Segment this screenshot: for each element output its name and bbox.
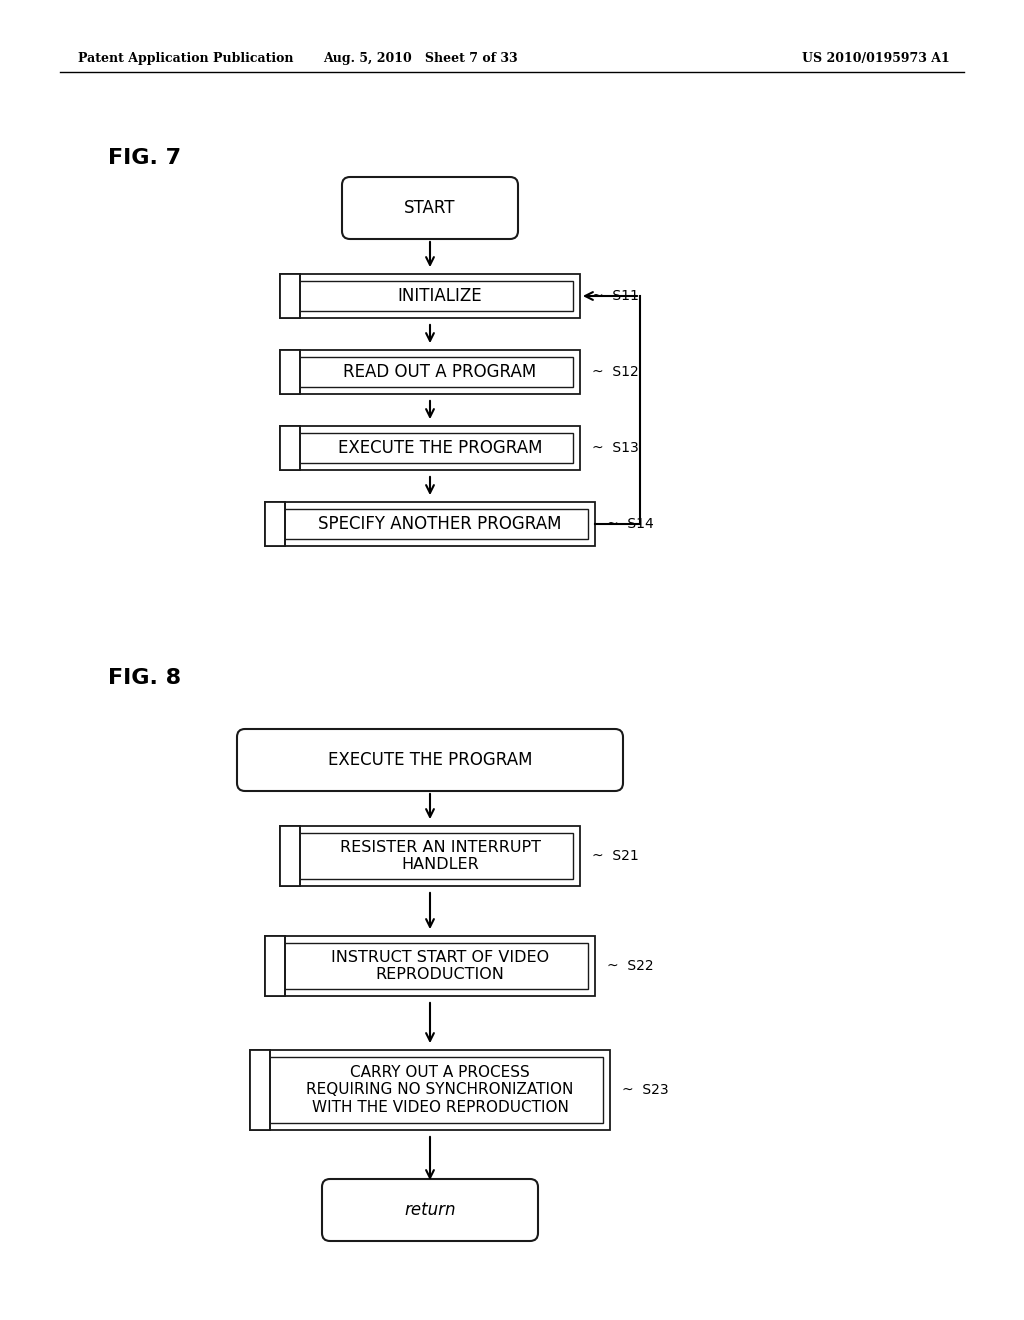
Text: ~  S22: ~ S22 bbox=[607, 960, 653, 973]
Bar bbox=[265, 502, 595, 546]
Text: ~  S14: ~ S14 bbox=[607, 517, 653, 531]
Text: FIG. 7: FIG. 7 bbox=[108, 148, 181, 168]
Bar bbox=[265, 936, 285, 997]
Text: START: START bbox=[404, 199, 456, 216]
Text: ~  S11: ~ S11 bbox=[592, 289, 639, 304]
Text: INSTRUCT START OF VIDEO
REPRODUCTION: INSTRUCT START OF VIDEO REPRODUCTION bbox=[331, 950, 549, 982]
Bar bbox=[287, 281, 573, 312]
Text: EXECUTE THE PROGRAM: EXECUTE THE PROGRAM bbox=[338, 440, 543, 457]
Bar bbox=[257, 1057, 603, 1123]
Text: ~  S13: ~ S13 bbox=[592, 441, 639, 455]
Text: ~  S12: ~ S12 bbox=[592, 366, 639, 379]
Bar bbox=[280, 826, 300, 886]
FancyBboxPatch shape bbox=[342, 177, 518, 239]
Text: CARRY OUT A PROCESS
REQUIRING NO SYNCHRONIZATION
WITH THE VIDEO REPRODUCTION: CARRY OUT A PROCESS REQUIRING NO SYNCHRO… bbox=[306, 1065, 573, 1115]
Bar bbox=[280, 826, 580, 886]
Bar bbox=[250, 1049, 610, 1130]
Text: ~  S21: ~ S21 bbox=[592, 849, 639, 863]
Bar bbox=[265, 936, 595, 997]
Bar bbox=[280, 275, 300, 318]
Bar bbox=[280, 426, 580, 470]
Text: Aug. 5, 2010   Sheet 7 of 33: Aug. 5, 2010 Sheet 7 of 33 bbox=[323, 51, 517, 65]
Bar bbox=[280, 426, 300, 470]
Bar bbox=[287, 433, 573, 463]
Bar bbox=[272, 510, 588, 539]
FancyBboxPatch shape bbox=[237, 729, 623, 791]
Text: ~  S23: ~ S23 bbox=[622, 1082, 669, 1097]
Bar bbox=[287, 356, 573, 387]
Text: FIG. 8: FIG. 8 bbox=[108, 668, 181, 688]
Text: SPECIFY ANOTHER PROGRAM: SPECIFY ANOTHER PROGRAM bbox=[318, 515, 562, 533]
Text: return: return bbox=[404, 1201, 456, 1218]
Text: EXECUTE THE PROGRAM: EXECUTE THE PROGRAM bbox=[328, 751, 532, 770]
Bar bbox=[287, 833, 573, 879]
Text: RESISTER AN INTERRUPT
HANDLER: RESISTER AN INTERRUPT HANDLER bbox=[340, 840, 541, 873]
Text: Patent Application Publication: Patent Application Publication bbox=[78, 51, 294, 65]
FancyBboxPatch shape bbox=[322, 1179, 538, 1241]
Bar bbox=[280, 350, 300, 393]
Bar bbox=[250, 1049, 270, 1130]
Bar bbox=[265, 502, 285, 546]
Bar bbox=[272, 942, 588, 989]
Text: US 2010/0195973 A1: US 2010/0195973 A1 bbox=[802, 51, 950, 65]
Bar bbox=[280, 350, 580, 393]
Text: READ OUT A PROGRAM: READ OUT A PROGRAM bbox=[343, 363, 537, 381]
Text: INITIALIZE: INITIALIZE bbox=[397, 286, 482, 305]
Bar bbox=[280, 275, 580, 318]
